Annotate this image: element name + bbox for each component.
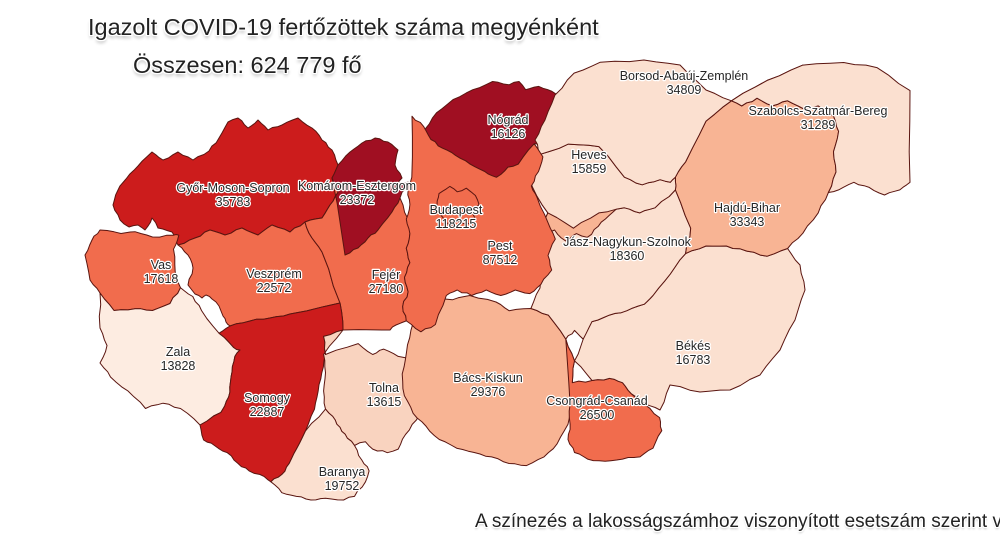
svg-text:26500: 26500	[580, 408, 615, 422]
svg-text:16783: 16783	[676, 353, 711, 367]
svg-text:22887: 22887	[250, 405, 285, 419]
svg-text:Budapest: Budapest	[430, 203, 483, 217]
svg-text:Vas: Vas	[151, 258, 172, 272]
svg-text:15859: 15859	[572, 162, 607, 176]
svg-text:Békés: Békés	[676, 339, 711, 353]
svg-text:Tolna: Tolna	[369, 381, 399, 395]
svg-text:22572: 22572	[257, 281, 292, 295]
svg-text:33343: 33343	[730, 215, 765, 229]
svg-text:Csongrád-Csanád: Csongrád-Csanád	[546, 394, 647, 408]
svg-text:Zala: Zala	[166, 345, 190, 359]
svg-text:34809: 34809	[667, 83, 702, 97]
svg-text:13615: 13615	[367, 395, 402, 409]
svg-text:Fejér: Fejér	[372, 268, 400, 282]
svg-text:16126: 16126	[491, 127, 526, 141]
svg-text:Győr-Moson-Sopron: Győr-Moson-Sopron	[176, 181, 289, 195]
svg-text:29376: 29376	[471, 385, 506, 399]
svg-text:118215: 118215	[436, 217, 477, 231]
svg-text:Jász-Nagykun-Szolnok: Jász-Nagykun-Szolnok	[563, 235, 692, 249]
svg-text:Pest: Pest	[487, 239, 513, 253]
svg-text:Borsod-Abaúj-Zemplén: Borsod-Abaúj-Zemplén	[620, 69, 749, 83]
svg-text:Somogy: Somogy	[244, 391, 291, 405]
svg-text:17618: 17618	[144, 272, 179, 286]
svg-text:87512: 87512	[483, 253, 518, 267]
svg-text:18360: 18360	[610, 249, 645, 263]
svg-text:Baranya: Baranya	[319, 465, 366, 479]
svg-text:Komárom-Esztergom: Komárom-Esztergom	[298, 179, 416, 193]
svg-text:Bács-Kiskun: Bács-Kiskun	[453, 371, 523, 385]
svg-text:23372: 23372	[340, 193, 375, 207]
svg-text:Nógrád: Nógrád	[488, 113, 529, 127]
svg-text:13828: 13828	[161, 359, 196, 373]
svg-text:Heves: Heves	[571, 148, 606, 162]
svg-text:Szabolcs-Szatmár-Bereg: Szabolcs-Szatmár-Bereg	[749, 104, 888, 118]
svg-text:27180: 27180	[369, 282, 404, 296]
svg-text:19752: 19752	[325, 479, 360, 493]
svg-text:35783: 35783	[216, 195, 251, 209]
svg-text:Veszprém: Veszprém	[246, 267, 302, 281]
svg-text:Hajdú-Bihar: Hajdú-Bihar	[714, 201, 780, 215]
svg-text:31289: 31289	[801, 118, 836, 132]
